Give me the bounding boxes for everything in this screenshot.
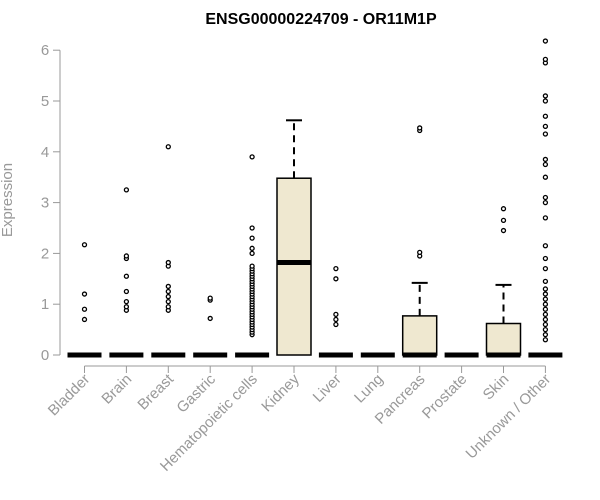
chart-title: ENSG00000224709 - OR11M1P <box>205 11 437 28</box>
outlier-point <box>249 245 255 251</box>
outlier-point <box>542 156 549 163</box>
x-tick-label: Bladder <box>45 371 94 420</box>
outlier-point <box>542 326 549 333</box>
y-tick-label: 3 <box>41 195 49 212</box>
box-hematopoietic-cells <box>235 154 270 358</box>
box-pancreas <box>401 125 438 358</box>
outlier-point <box>333 276 339 282</box>
outlier-point <box>165 293 171 300</box>
outlier-point <box>500 217 507 224</box>
y-tick-label: 6 <box>41 42 49 59</box>
outlier-point <box>542 301 549 307</box>
outlier-point <box>165 259 171 266</box>
box-breast <box>151 144 186 358</box>
box-body <box>276 177 312 356</box>
outlier-point <box>333 321 339 328</box>
outlier-point <box>333 316 339 323</box>
y-tick-label: 0 <box>41 347 49 364</box>
x-tick-label: Kidney <box>258 370 303 415</box>
outlier-point <box>542 113 549 119</box>
outlier-point <box>542 56 549 62</box>
box-gastric <box>193 295 228 358</box>
outlier-point <box>542 131 549 137</box>
outlier-point <box>333 311 339 318</box>
outlier-point <box>165 304 171 310</box>
outlier-point <box>542 93 549 99</box>
outlier-point <box>542 98 549 104</box>
x-tick-label: Prostate <box>419 371 471 423</box>
outlier-point <box>542 296 549 302</box>
outlier-point <box>542 311 549 318</box>
outlier-point <box>207 315 213 322</box>
outlier-point <box>123 187 130 193</box>
outlier-point <box>542 123 549 130</box>
outlier-point <box>542 161 549 168</box>
outlier-point <box>123 304 130 310</box>
x-tick-label: Brain <box>98 371 135 408</box>
outlier-point <box>542 174 549 180</box>
outlier-point <box>123 253 130 259</box>
x-tick-label: Breast <box>134 370 177 413</box>
outlier-point <box>123 273 130 279</box>
outlier-point <box>123 299 130 305</box>
outlier-point <box>81 291 88 297</box>
outlier-point <box>542 291 549 297</box>
outlier-point <box>542 215 549 221</box>
y-tick-label: 5 <box>41 93 49 110</box>
outlier-point <box>542 306 549 312</box>
outlier-point <box>542 265 549 272</box>
box-series <box>67 38 563 358</box>
y-tick-label: 2 <box>41 245 49 262</box>
box-kidney <box>276 119 312 356</box>
y-tick-label: 4 <box>41 144 49 161</box>
outlier-point <box>81 306 88 312</box>
outlier-point <box>123 288 130 295</box>
box-bladder <box>67 242 102 358</box>
outlier-point <box>542 321 549 328</box>
outlier-point <box>81 242 88 248</box>
outlier-point <box>207 295 213 301</box>
y-tick-label: 1 <box>41 296 49 313</box>
outlier-point <box>165 283 171 290</box>
outlier-point <box>542 255 549 262</box>
y-axis-label: Expression <box>0 163 16 237</box>
outlier-point <box>165 288 171 295</box>
box-skin <box>485 206 522 358</box>
outlier-point <box>81 316 88 323</box>
outlier-point <box>417 125 423 131</box>
y-axis: 0 1 2 3 4 5 6 <box>41 42 61 364</box>
outlier-point <box>542 337 549 343</box>
outlier-point <box>500 227 507 234</box>
x-tick-label: Lung <box>351 371 387 407</box>
outlier-point <box>542 38 549 44</box>
outlier-point <box>249 154 255 160</box>
outlier-point <box>249 235 255 241</box>
outlier-point <box>542 199 549 206</box>
box-unknown-other <box>528 38 563 358</box>
outlier-point <box>542 286 549 292</box>
outlier-point <box>249 263 255 269</box>
outlier-point <box>249 250 255 257</box>
outlier-point <box>165 144 171 150</box>
outlier-point <box>333 265 339 272</box>
outlier-point <box>165 299 171 305</box>
box-brain <box>109 187 144 358</box>
x-tick-label: Liver <box>310 371 345 406</box>
outlier-point <box>542 332 549 338</box>
outlier-point <box>542 316 549 323</box>
outlier-point <box>249 225 255 231</box>
x-tick-label: Skin <box>480 371 513 404</box>
outlier-point <box>417 249 423 256</box>
outlier-point <box>542 194 549 201</box>
box-body <box>485 322 522 356</box>
box-body <box>401 315 438 356</box>
outlier-point <box>542 243 549 249</box>
outlier-point <box>542 278 549 284</box>
outlier-point <box>500 206 507 212</box>
box-liver <box>318 265 353 358</box>
